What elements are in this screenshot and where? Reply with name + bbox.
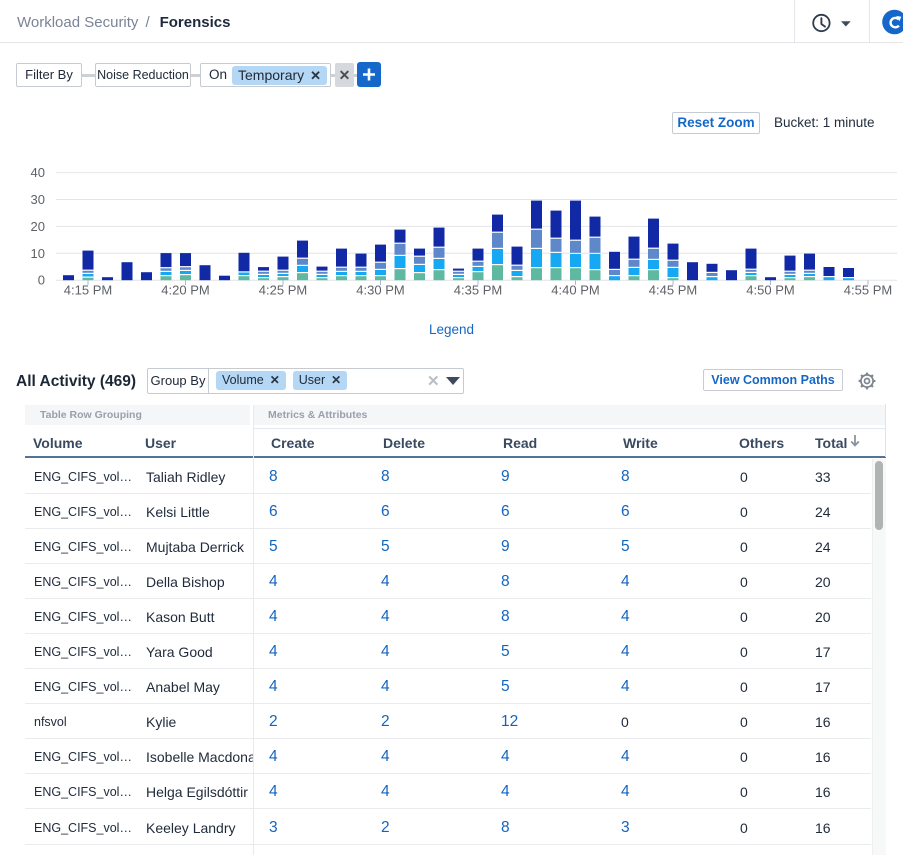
svg-text:4:30 PM: 4:30 PM xyxy=(356,283,404,298)
svg-text:20: 20 xyxy=(31,219,45,234)
svg-text:40: 40 xyxy=(31,165,45,180)
svg-text:4:25 PM: 4:25 PM xyxy=(259,283,307,298)
svg-text:4:35 PM: 4:35 PM xyxy=(454,283,502,298)
svg-text:4:20 PM: 4:20 PM xyxy=(161,283,209,298)
svg-text:4:15 PM: 4:15 PM xyxy=(64,283,112,298)
svg-text:4:55 PM: 4:55 PM xyxy=(844,283,892,298)
svg-text:4:40 PM: 4:40 PM xyxy=(551,283,599,298)
svg-text:4:45 PM: 4:45 PM xyxy=(649,283,697,298)
svg-text:10: 10 xyxy=(31,246,45,261)
svg-text:4:50 PM: 4:50 PM xyxy=(746,283,794,298)
svg-text:0: 0 xyxy=(38,273,45,288)
svg-text:30: 30 xyxy=(31,192,45,207)
